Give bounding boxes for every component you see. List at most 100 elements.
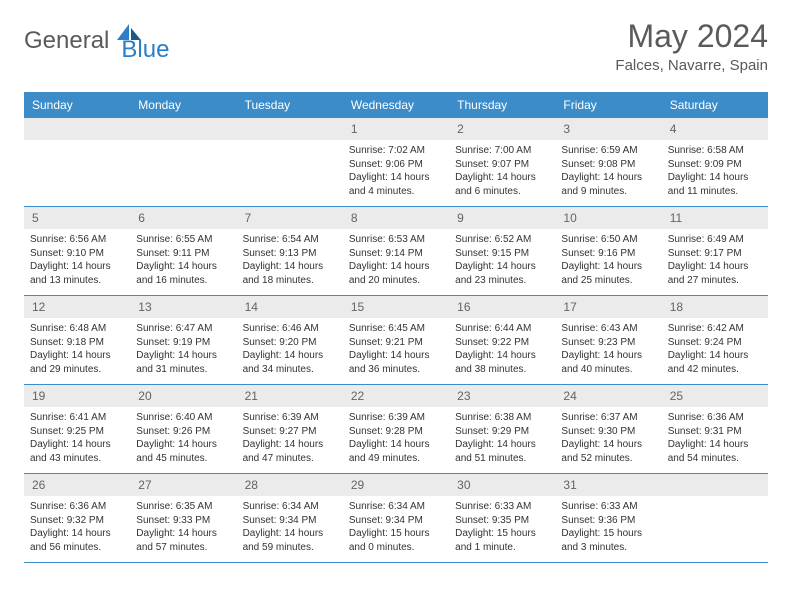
sunrise-text: Sunrise: 6:39 AM: [349, 411, 443, 425]
day-content: Sunrise: 6:36 AMSunset: 9:31 PMDaylight:…: [662, 407, 768, 469]
sunset-text: Sunset: 9:17 PM: [668, 247, 762, 261]
sunrise-text: Sunrise: 6:56 AM: [30, 233, 124, 247]
day-cell: 17Sunrise: 6:43 AMSunset: 9:23 PMDayligh…: [555, 296, 661, 384]
day-number: 7: [237, 207, 343, 229]
day-number: 28: [237, 474, 343, 496]
sunrise-text: Sunrise: 6:52 AM: [455, 233, 549, 247]
day-cell: 24Sunrise: 6:37 AMSunset: 9:30 PMDayligh…: [555, 385, 661, 473]
daylight-text: Daylight: 14 hours and 47 minutes.: [243, 438, 337, 465]
day-content: Sunrise: 6:43 AMSunset: 9:23 PMDaylight:…: [555, 318, 661, 380]
day-content: Sunrise: 6:35 AMSunset: 9:33 PMDaylight:…: [130, 496, 236, 558]
day-content: Sunrise: 6:37 AMSunset: 9:30 PMDaylight:…: [555, 407, 661, 469]
sunset-text: Sunset: 9:28 PM: [349, 425, 443, 439]
sunrise-text: Sunrise: 7:00 AM: [455, 144, 549, 158]
sunrise-text: Sunrise: 6:38 AM: [455, 411, 549, 425]
day-number: 11: [662, 207, 768, 229]
sunrise-text: Sunrise: 7:02 AM: [349, 144, 443, 158]
sunrise-text: Sunrise: 6:37 AM: [561, 411, 655, 425]
day-number: 15: [343, 296, 449, 318]
daylight-text: Daylight: 14 hours and 38 minutes.: [455, 349, 549, 376]
sunrise-text: Sunrise: 6:36 AM: [30, 500, 124, 514]
empty-day-header: [237, 118, 343, 140]
sunset-text: Sunset: 9:20 PM: [243, 336, 337, 350]
daylight-text: Daylight: 14 hours and 40 minutes.: [561, 349, 655, 376]
day-content: Sunrise: 6:49 AMSunset: 9:17 PMDaylight:…: [662, 229, 768, 291]
sunrise-text: Sunrise: 6:35 AM: [136, 500, 230, 514]
weekday-thursday: Thursday: [449, 92, 555, 118]
day-content: Sunrise: 6:39 AMSunset: 9:27 PMDaylight:…: [237, 407, 343, 469]
day-number: 25: [662, 385, 768, 407]
sunrise-text: Sunrise: 6:34 AM: [349, 500, 443, 514]
sunset-text: Sunset: 9:07 PM: [455, 158, 549, 172]
sunrise-text: Sunrise: 6:42 AM: [668, 322, 762, 336]
daylight-text: Daylight: 14 hours and 23 minutes.: [455, 260, 549, 287]
sunrise-text: Sunrise: 6:54 AM: [243, 233, 337, 247]
sunset-text: Sunset: 9:26 PM: [136, 425, 230, 439]
empty-day-header: [662, 474, 768, 496]
daylight-text: Daylight: 14 hours and 49 minutes.: [349, 438, 443, 465]
daylight-text: Daylight: 14 hours and 9 minutes.: [561, 171, 655, 198]
sunrise-text: Sunrise: 6:43 AM: [561, 322, 655, 336]
sunset-text: Sunset: 9:29 PM: [455, 425, 549, 439]
empty-day-cell: [24, 118, 130, 206]
day-content: Sunrise: 6:52 AMSunset: 9:15 PMDaylight:…: [449, 229, 555, 291]
sunset-text: Sunset: 9:33 PM: [136, 514, 230, 528]
day-number: 2: [449, 118, 555, 140]
day-content: Sunrise: 6:34 AMSunset: 9:34 PMDaylight:…: [343, 496, 449, 558]
weekday-header: Sunday Monday Tuesday Wednesday Thursday…: [24, 92, 768, 118]
week-row: 26Sunrise: 6:36 AMSunset: 9:32 PMDayligh…: [24, 474, 768, 563]
daylight-text: Daylight: 14 hours and 27 minutes.: [668, 260, 762, 287]
empty-day-cell: [662, 474, 768, 562]
day-number: 9: [449, 207, 555, 229]
empty-day-cell: [130, 118, 236, 206]
daylight-text: Daylight: 14 hours and 57 minutes.: [136, 527, 230, 554]
day-number: 17: [555, 296, 661, 318]
daylight-text: Daylight: 14 hours and 51 minutes.: [455, 438, 549, 465]
sunset-text: Sunset: 9:21 PM: [349, 336, 443, 350]
sunset-text: Sunset: 9:09 PM: [668, 158, 762, 172]
day-content: Sunrise: 6:40 AMSunset: 9:26 PMDaylight:…: [130, 407, 236, 469]
sunset-text: Sunset: 9:34 PM: [243, 514, 337, 528]
day-cell: 31Sunrise: 6:33 AMSunset: 9:36 PMDayligh…: [555, 474, 661, 562]
daylight-text: Daylight: 14 hours and 36 minutes.: [349, 349, 443, 376]
sunrise-text: Sunrise: 6:33 AM: [455, 500, 549, 514]
day-number: 8: [343, 207, 449, 229]
daylight-text: Daylight: 14 hours and 34 minutes.: [243, 349, 337, 376]
logo-text-general: General: [24, 27, 109, 55]
day-content: Sunrise: 6:46 AMSunset: 9:20 PMDaylight:…: [237, 318, 343, 380]
daylight-text: Daylight: 14 hours and 6 minutes.: [455, 171, 549, 198]
day-cell: 20Sunrise: 6:40 AMSunset: 9:26 PMDayligh…: [130, 385, 236, 473]
day-number: 3: [555, 118, 661, 140]
day-cell: 9Sunrise: 6:52 AMSunset: 9:15 PMDaylight…: [449, 207, 555, 295]
day-content: Sunrise: 6:33 AMSunset: 9:36 PMDaylight:…: [555, 496, 661, 558]
day-cell: 30Sunrise: 6:33 AMSunset: 9:35 PMDayligh…: [449, 474, 555, 562]
sunrise-text: Sunrise: 6:49 AM: [668, 233, 762, 247]
day-content: Sunrise: 7:00 AMSunset: 9:07 PMDaylight:…: [449, 140, 555, 202]
day-cell: 22Sunrise: 6:39 AMSunset: 9:28 PMDayligh…: [343, 385, 449, 473]
day-cell: 23Sunrise: 6:38 AMSunset: 9:29 PMDayligh…: [449, 385, 555, 473]
day-content: Sunrise: 6:34 AMSunset: 9:34 PMDaylight:…: [237, 496, 343, 558]
daylight-text: Daylight: 14 hours and 59 minutes.: [243, 527, 337, 554]
week-row: 1Sunrise: 7:02 AMSunset: 9:06 PMDaylight…: [24, 118, 768, 207]
sunrise-text: Sunrise: 6:45 AM: [349, 322, 443, 336]
day-number: 18: [662, 296, 768, 318]
sunrise-text: Sunrise: 6:58 AM: [668, 144, 762, 158]
day-cell: 21Sunrise: 6:39 AMSunset: 9:27 PMDayligh…: [237, 385, 343, 473]
day-number: 27: [130, 474, 236, 496]
day-cell: 18Sunrise: 6:42 AMSunset: 9:24 PMDayligh…: [662, 296, 768, 384]
day-content: Sunrise: 6:39 AMSunset: 9:28 PMDaylight:…: [343, 407, 449, 469]
logo-text-blue: Blue: [121, 36, 169, 64]
daylight-text: Daylight: 15 hours and 0 minutes.: [349, 527, 443, 554]
day-cell: 3Sunrise: 6:59 AMSunset: 9:08 PMDaylight…: [555, 118, 661, 206]
sunset-text: Sunset: 9:30 PM: [561, 425, 655, 439]
sunrise-text: Sunrise: 6:46 AM: [243, 322, 337, 336]
daylight-text: Daylight: 14 hours and 16 minutes.: [136, 260, 230, 287]
day-content: Sunrise: 6:33 AMSunset: 9:35 PMDaylight:…: [449, 496, 555, 558]
sunset-text: Sunset: 9:16 PM: [561, 247, 655, 261]
day-number: 29: [343, 474, 449, 496]
day-cell: 1Sunrise: 7:02 AMSunset: 9:06 PMDaylight…: [343, 118, 449, 206]
sunset-text: Sunset: 9:25 PM: [30, 425, 124, 439]
sunrise-text: Sunrise: 6:50 AM: [561, 233, 655, 247]
weekday-tuesday: Tuesday: [237, 92, 343, 118]
day-number: 30: [449, 474, 555, 496]
